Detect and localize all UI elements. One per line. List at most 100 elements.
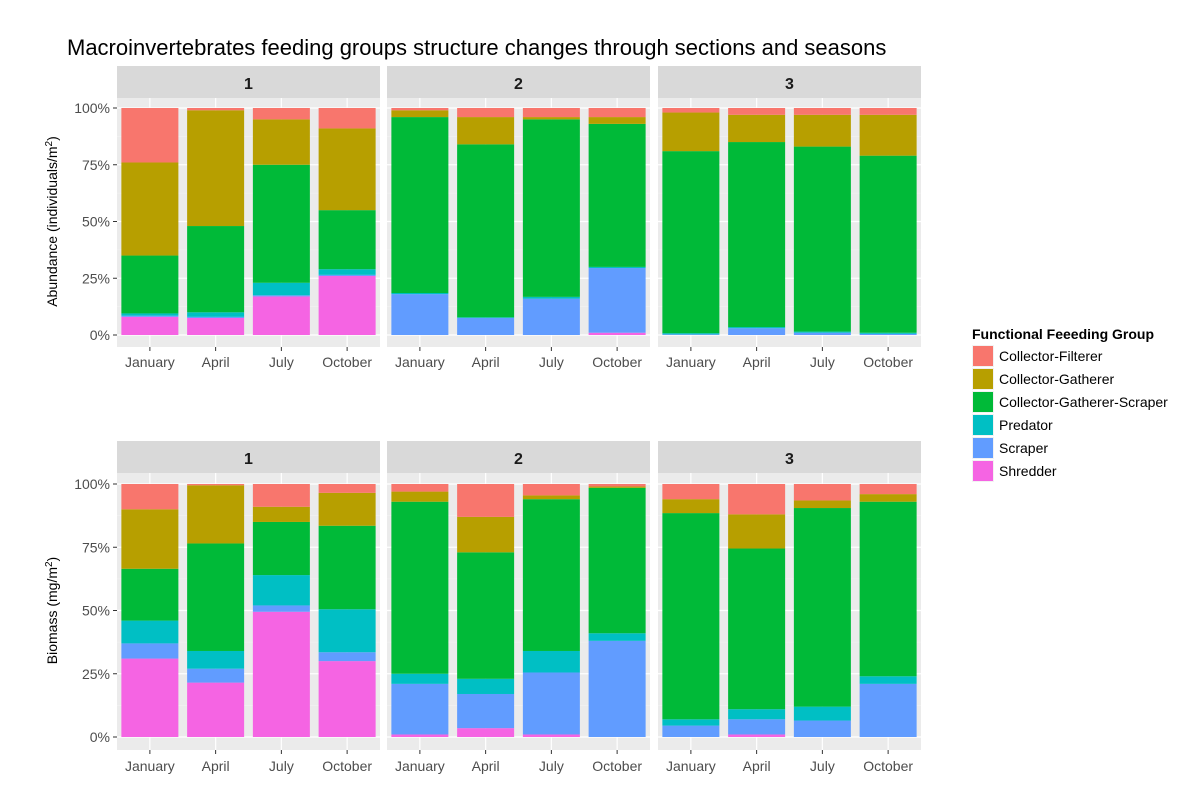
- bar-segment-predator: [522, 650, 580, 673]
- bar-segment-collector-filterer: [318, 484, 376, 493]
- bar-segment-collector-filterer: [588, 108, 646, 118]
- bar-segment-collector-filterer: [457, 484, 515, 517]
- x-tick-label: October: [322, 354, 372, 370]
- bar-segment-collector-filterer: [187, 484, 245, 486]
- legend-swatch: [973, 392, 993, 412]
- bar-segment-predator: [457, 678, 515, 694]
- facet-strip-label: 3: [785, 76, 794, 93]
- facet-panel-abundance-3: 3 January April July October: [658, 66, 921, 370]
- bar-segment-scraper: [457, 317, 515, 335]
- x-tick-label: October: [863, 354, 913, 370]
- legend-swatch: [973, 461, 993, 481]
- bar-segment-collector-gatherer: [457, 516, 515, 553]
- bar-segment-predator: [252, 575, 310, 606]
- legend-swatch: [973, 346, 993, 366]
- bar-segment-predator: [588, 633, 646, 641]
- x-tick-label: January: [125, 354, 175, 370]
- bar-segment-predator: [588, 266, 646, 269]
- facet-strip-label: 2: [514, 76, 523, 93]
- bar-segment-collector-filterer: [859, 108, 917, 115]
- bar-segment-scraper: [252, 295, 310, 297]
- chart-title: Macroinvertebrates feeding groups struct…: [67, 35, 886, 60]
- bar-segment-scraper: [318, 652, 376, 662]
- y-tick-label: 75%: [82, 157, 110, 173]
- x-tick-label: April: [202, 354, 230, 370]
- bar-segment-collector-gatherer: [588, 117, 646, 124]
- bar-segment-collector-filterer: [728, 108, 786, 115]
- bar-segment-shredder: [252, 611, 310, 737]
- x-tick-label: October: [863, 758, 913, 774]
- bar-segment-collector-gatherer-scraper: [588, 487, 646, 634]
- bar-segment-collector-filterer: [662, 108, 720, 113]
- facet-strip-label: 1: [244, 451, 253, 468]
- bar-segment-collector-filterer: [187, 108, 245, 111]
- bar-segment-predator: [121, 313, 179, 316]
- facet-panel-biomass-2: 2 January April July October: [387, 441, 650, 774]
- facet-row-biomass: Biomass (mg/m2) 0% 25% 50% 75% 100% 1 January Ap…: [44, 441, 921, 774]
- bar-segment-collector-gatherer: [859, 114, 917, 156]
- x-tick-label: July: [269, 758, 294, 774]
- bar-segment-collector-gatherer-scraper: [728, 142, 786, 328]
- bar-segment-predator: [457, 317, 515, 318]
- bar-segment-scraper: [793, 720, 851, 737]
- bar-segment-collector-gatherer: [859, 494, 917, 502]
- bar-segment-collector-gatherer-scraper: [391, 501, 449, 674]
- facet-strip-label: 2: [514, 451, 523, 468]
- bar-segment-collector-gatherer-scraper: [859, 501, 917, 677]
- bar-segment-collector-filterer: [391, 484, 449, 492]
- bar-segment-predator: [859, 676, 917, 684]
- bar-segment-shredder: [318, 275, 376, 335]
- facet-strip: [387, 66, 650, 98]
- bar-segment-shredder: [522, 734, 580, 737]
- bar-segment-collector-gatherer: [121, 162, 179, 256]
- bar-segment-collector-filterer: [121, 108, 179, 163]
- bar-segment-scraper: [859, 683, 917, 737]
- y-tick-label: 100%: [74, 476, 110, 492]
- x-tick-label: April: [472, 758, 500, 774]
- facet-panel-abundance-1: 1 January April July October: [117, 66, 380, 370]
- bar-segment-collector-filterer: [859, 484, 917, 495]
- bar-segment-collector-gatherer-scraper: [187, 543, 245, 651]
- x-tick-label: July: [810, 354, 835, 370]
- bar-segment-collector-gatherer-scraper: [457, 144, 515, 318]
- bar-segment-shredder: [121, 316, 179, 335]
- bar-segment-collector-filterer: [121, 484, 179, 510]
- bar-segment-collector-gatherer: [728, 514, 786, 549]
- bar-segment-collector-gatherer-scraper: [187, 226, 245, 313]
- bar-segment-collector-filterer: [457, 108, 515, 118]
- y-tick-label: 25%: [82, 270, 110, 286]
- bar-segment-collector-gatherer-scraper: [728, 548, 786, 710]
- bar-segment-predator: [187, 650, 245, 669]
- bar-segment-predator: [391, 293, 449, 295]
- legend-label: Collector-Gatherer: [999, 371, 1114, 387]
- y-tick-label: 25%: [82, 666, 110, 682]
- bar-segment-collector-gatherer: [793, 114, 851, 147]
- bar-segment-collector-gatherer: [588, 486, 646, 488]
- y-tick-label: 0%: [90, 327, 110, 343]
- bar-segment-predator: [793, 706, 851, 721]
- x-tick-label: January: [125, 758, 175, 774]
- bar-segment-shredder: [391, 734, 449, 737]
- bar-segment-shredder: [588, 332, 646, 335]
- legend-swatch: [973, 369, 993, 389]
- bar-segment-collector-gatherer: [522, 495, 580, 500]
- x-tick-label: January: [395, 758, 445, 774]
- bar-segment-collector-gatherer-scraper: [121, 255, 179, 314]
- y-axis-title: Biomass (mg/m2): [44, 557, 61, 664]
- facet-strip: [658, 441, 921, 473]
- bar-segment-collector-filterer: [522, 484, 580, 496]
- legend: Functional Feeeding Group Collector-Filt…: [972, 326, 1168, 482]
- legend-label: Collector-Gatherer-Scraper: [999, 394, 1168, 410]
- bar-segment-predator: [662, 719, 720, 726]
- bar-segment-shredder: [728, 734, 786, 737]
- bar-segment-shredder: [187, 682, 245, 737]
- bar-segment-collector-filterer: [252, 108, 310, 120]
- bar-segment-collector-gatherer: [391, 491, 449, 502]
- legend-label: Scraper: [999, 440, 1048, 456]
- bar-segment-collector-gatherer: [391, 110, 449, 118]
- bar-segment-predator: [121, 620, 179, 644]
- bar-segment-collector-gatherer-scraper: [522, 499, 580, 651]
- bar-segment-predator: [318, 609, 376, 653]
- bar-segment-collector-gatherer: [252, 506, 310, 522]
